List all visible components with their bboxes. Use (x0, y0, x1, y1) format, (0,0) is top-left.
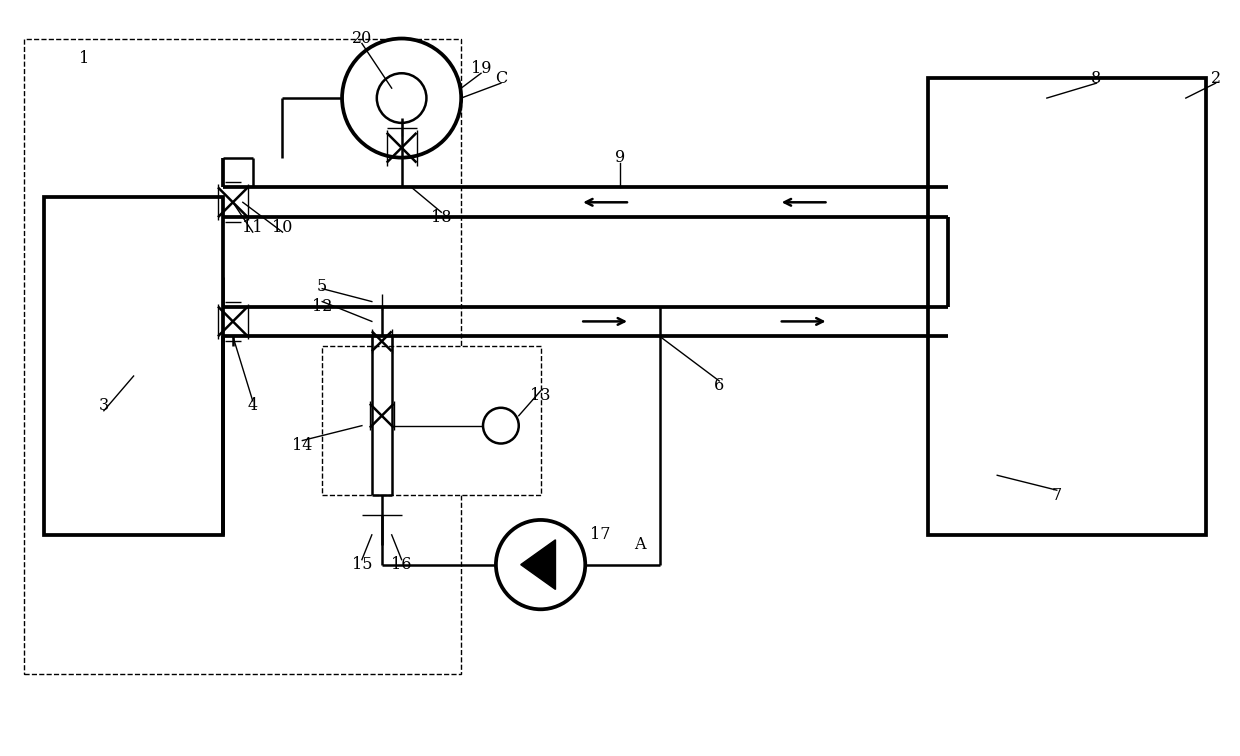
Text: 12: 12 (312, 298, 332, 315)
Polygon shape (521, 540, 556, 590)
Circle shape (496, 520, 585, 609)
Text: 20: 20 (352, 30, 372, 47)
Text: 10: 10 (273, 218, 293, 236)
Circle shape (484, 407, 518, 444)
Text: 8: 8 (1091, 70, 1101, 87)
Text: 4: 4 (248, 398, 258, 414)
Circle shape (342, 39, 461, 158)
Text: C: C (495, 70, 507, 87)
Bar (45, 197, 223, 534)
Text: 5: 5 (317, 278, 327, 295)
Bar (25, 39, 461, 674)
Text: 7: 7 (1052, 487, 1061, 503)
Text: 11: 11 (243, 218, 263, 236)
Bar (322, 346, 541, 495)
Text: 3: 3 (99, 398, 109, 414)
Bar (928, 78, 1205, 534)
Text: 14: 14 (293, 437, 312, 454)
Text: 13: 13 (531, 387, 551, 404)
Text: 18: 18 (432, 209, 451, 226)
Text: 6: 6 (714, 377, 724, 395)
Text: 9: 9 (615, 149, 625, 166)
Text: 17: 17 (590, 526, 610, 544)
Text: 15: 15 (352, 556, 372, 573)
Text: 16: 16 (392, 556, 412, 573)
Text: 1: 1 (79, 50, 89, 67)
Text: A: A (634, 536, 646, 553)
Text: 19: 19 (471, 60, 491, 77)
Text: 2: 2 (1210, 70, 1220, 87)
Circle shape (377, 73, 427, 123)
